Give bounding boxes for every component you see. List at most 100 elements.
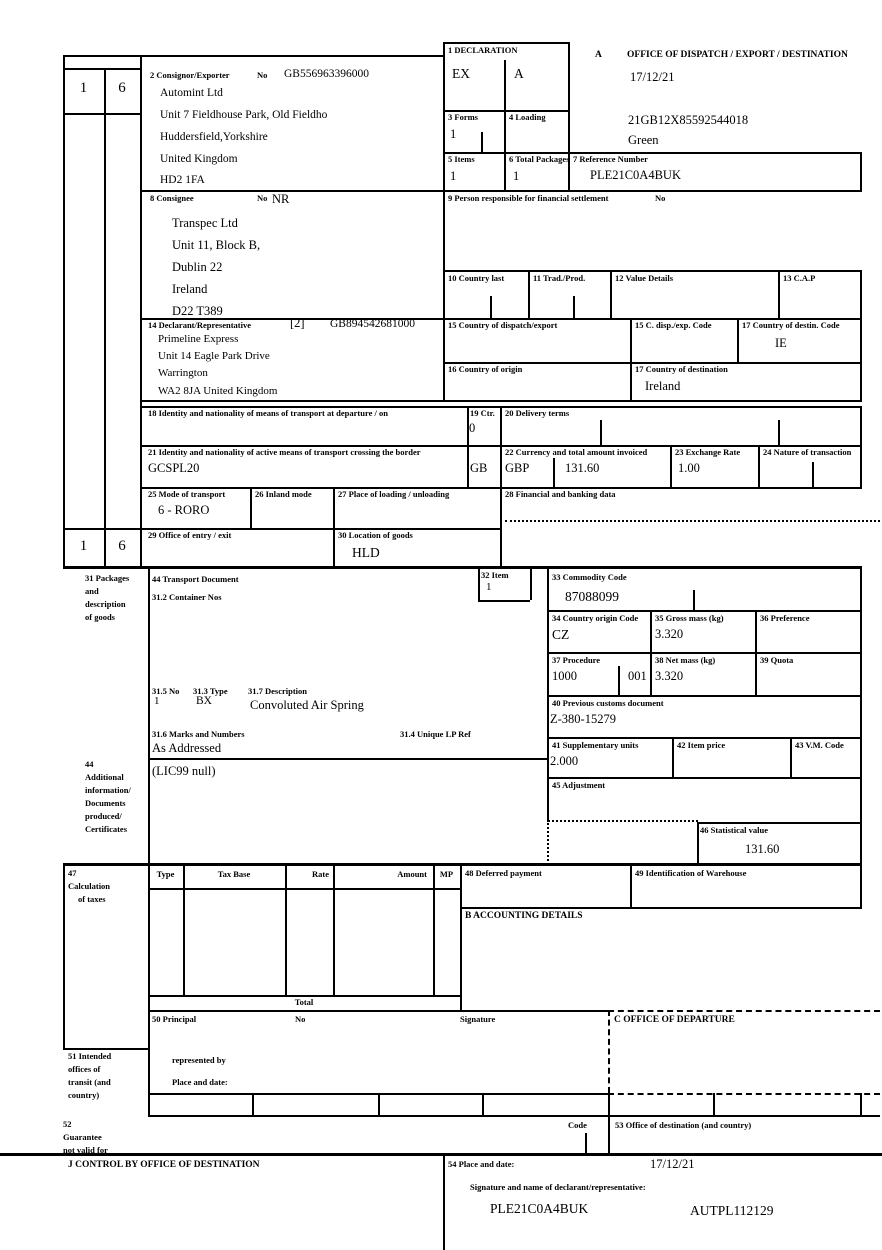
form-line [250,487,252,528]
box31-4-label: 31.4 Unique LP Ref [400,729,471,739]
consignee-address-1: Unit 11, Block B, [172,238,261,252]
box21-label: 21 Identity and nationality of active me… [148,447,421,457]
box50-place-date: Place and date: [172,1077,228,1087]
box1-declaration-type: EX [452,66,470,81]
box31-margin-4: of goods [85,612,115,622]
box32-label: 32 Item [481,570,509,580]
box8-label: 8 Consignee [150,193,194,203]
divider-tick [585,1133,587,1153]
box25-label: 25 Mode of transport [148,489,226,499]
consignee-name: Transpec Ltd [172,216,238,230]
form-line [148,1115,880,1117]
consignee-country: Ireland [172,282,208,296]
form-line [63,566,862,569]
consignor-name: Automint Ltd [160,87,223,99]
tax-total-label: Total [294,997,314,1007]
section-j-title: J CONTROL BY OFFICE OF DESTINATION [68,1160,260,1170]
dashed-line [608,1010,610,1093]
divider-tick [490,296,492,318]
box44-margin-5: produced/ [85,811,122,821]
divider-tick [778,420,780,445]
consignor-country: United Kingdom [160,153,238,165]
tax-col-rate: Rate [312,869,329,879]
box52-margin-1: 52 [63,1119,72,1129]
box29-label: 29 Office of entry / exit [148,530,232,540]
box22-amount: 131.60 [565,461,600,475]
box31-5-label: 31.5 No [152,686,180,696]
office-a-date: 17/12/21 [630,70,675,84]
office-a-prefix: A [595,50,602,60]
form-line [252,1093,254,1115]
box51-margin-2: offices of [68,1064,101,1074]
form-line [758,445,760,487]
box24-label: 24 Nature of transaction [763,447,852,457]
tax-col-type: Type [156,869,175,879]
form-line [148,1010,608,1012]
box1-declaration-subtype: A [514,66,524,81]
form-line [443,1153,445,1250]
form-line [547,566,549,820]
box44-margin-4: Documents [85,798,126,808]
form-line [140,318,862,320]
form-line [860,566,862,907]
box37-label: 37 Procedure [552,655,601,665]
form-line [63,68,140,70]
box2-eori: GB556963396000 [284,68,369,80]
box14-label: 14 Declarant/Representative [148,320,251,330]
box44-margin-2: Additional [85,772,124,782]
box12-label: 12 Value Details [615,273,674,283]
box50-represented-by: represented by [172,1055,226,1065]
box3-label: 3 Forms [448,112,478,122]
box48-label: 48 Deferred payment [465,868,542,878]
box51-margin-4: country) [68,1090,100,1100]
form-line [443,152,862,154]
divider-tick [618,666,620,695]
form-line [568,42,570,191]
form-line [333,863,335,995]
box3-value: 1 [450,127,457,141]
divider-tick [573,296,575,318]
form-line [378,1093,380,1115]
form-line [528,270,530,318]
form-line [333,487,335,568]
box5-label: 5 Items [448,154,475,164]
divider-tick [553,458,555,487]
copy-number-right: 6 [118,80,126,96]
form-line [183,863,185,995]
box54-reference: PLE21C0A4BUK [490,1201,589,1216]
box30-value: HLD [352,545,380,560]
form-line [460,907,862,909]
movement-reference-number: 21GB12X85592544018 [628,113,749,127]
box9-no-label: No [655,193,666,203]
box45-label: 45 Adjustment [552,780,606,790]
form-line [672,737,674,777]
box31-7-label: 31.7 Description [248,686,308,696]
box31-2-label: 31.2 Container Nos [152,592,222,602]
box50-no-label: No [295,1014,306,1024]
box6-label: 6 Total Packages [509,154,570,164]
form-line [443,270,862,272]
box26-label: 26 Inland mode [255,489,312,499]
box40-value: Z-380-15279 [550,712,616,726]
box36-label: 36 Preference [760,613,810,623]
box46-value: 131.60 [745,842,780,856]
box49-label: 49 Identification of Warehouse [635,868,747,878]
form-line [478,600,530,602]
box31-margin-1: 31 Packages [85,573,130,583]
form-line [0,1153,882,1156]
form-line [755,610,757,695]
box19-value: 0 [469,421,476,435]
dashed-line [608,1010,880,1012]
consignor-address-2: Huddersfield,Yorkshire [160,131,268,143]
form-line [860,270,862,400]
box50-label: 50 Principal [152,1014,197,1024]
form-line [148,566,150,1115]
dotted-line [547,820,549,865]
form-line [737,318,739,362]
box31-7-description: Convoluted Air Spring [250,698,364,712]
dotted-line [548,820,698,822]
form-line [148,758,547,760]
box38-value: 3.320 [655,669,684,683]
form-line [860,406,862,487]
